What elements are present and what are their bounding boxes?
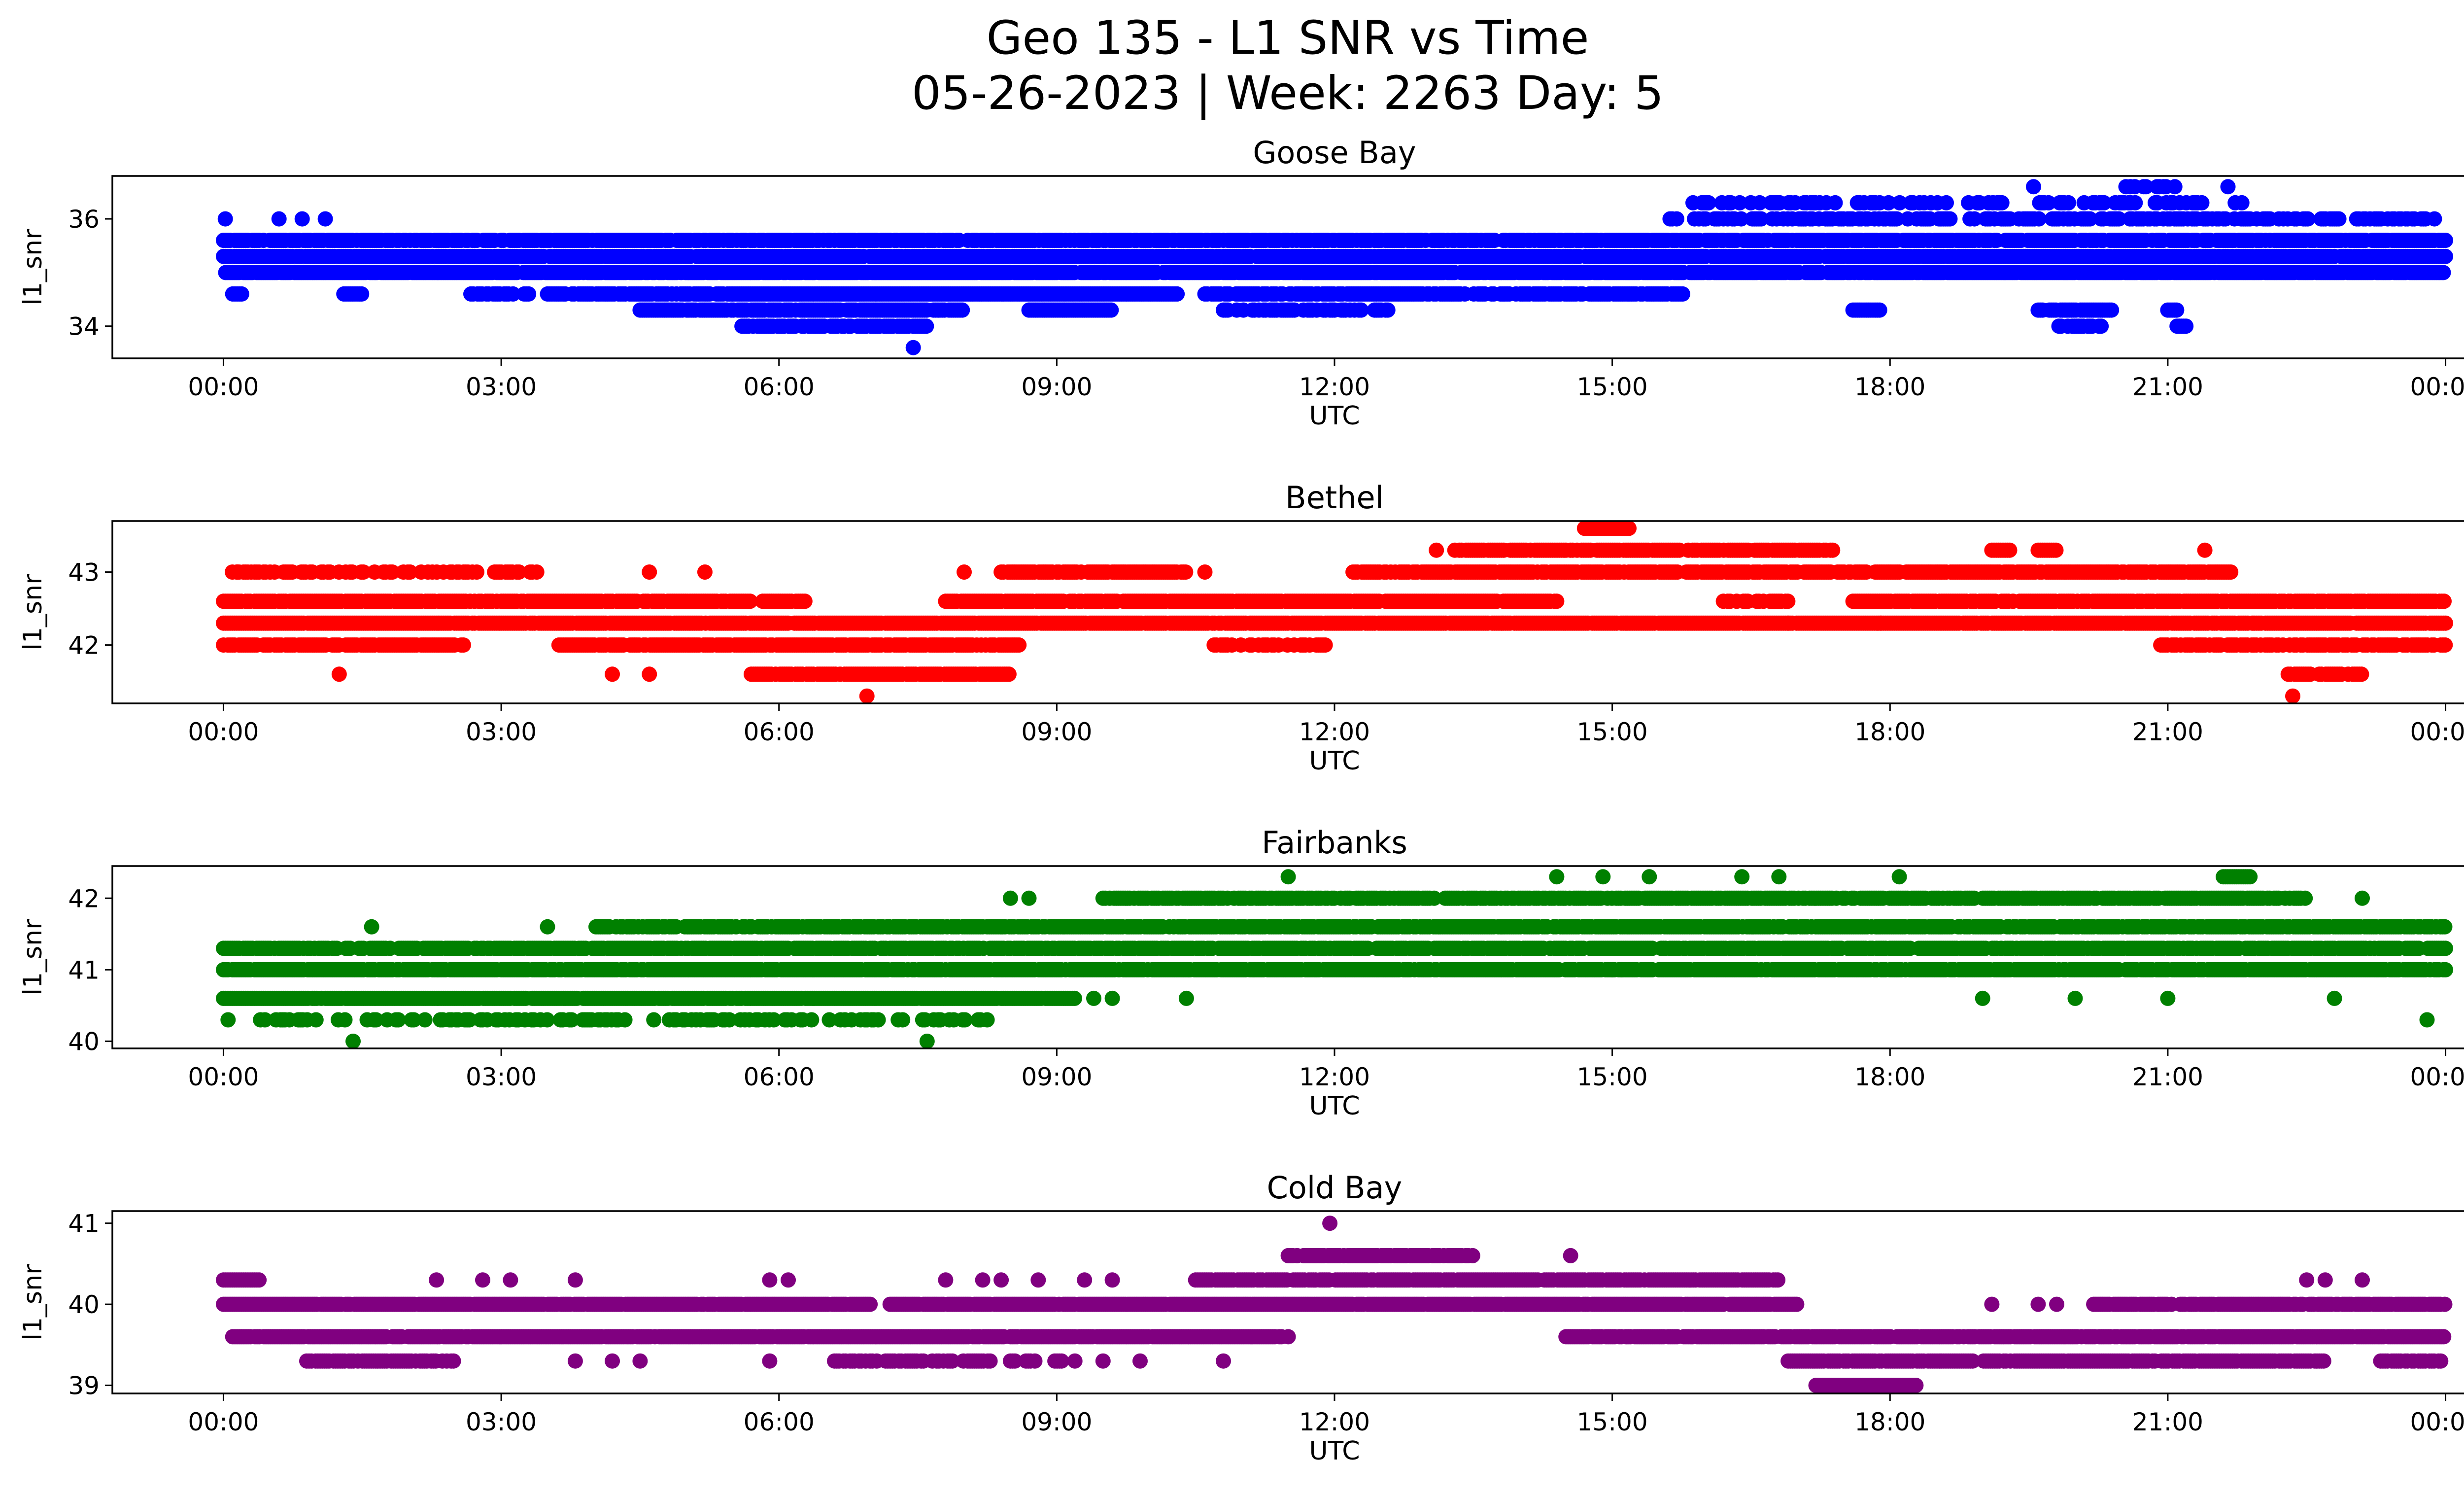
data-point: [2234, 195, 2250, 210]
data-point: [1752, 195, 1768, 210]
data-point: [2169, 302, 2185, 318]
figure-title-line-2: 05-26-2023 | Week: 2263 Day: 5: [911, 67, 1664, 120]
y-tick-label: 34: [68, 313, 100, 341]
data-point: [1942, 211, 1958, 227]
x-axis-label: UTC: [1309, 401, 1360, 431]
data-point: [2104, 302, 2120, 318]
data-point: [1733, 211, 1749, 227]
x-tick-label: 06:00: [744, 373, 815, 401]
data-point: [905, 340, 921, 355]
data-point: [1732, 195, 1747, 210]
data-point: [354, 286, 370, 302]
data-point: [1753, 211, 1769, 227]
x-tick-label: 21:00: [2132, 373, 2203, 401]
data-point: [2138, 179, 2154, 195]
data-point: [1780, 593, 1796, 609]
data-point: [217, 211, 233, 227]
data-point: [271, 211, 287, 227]
data-point: [294, 211, 310, 227]
subplot-0: Goose Bay 00:00 03:00 06:00 09:00 12:00 15:00 1…: [18, 135, 2464, 431]
data-point: [317, 211, 333, 227]
data-point: [2300, 211, 2316, 227]
data-point: [2435, 265, 2451, 280]
subplot-title: Bethel: [1285, 480, 1384, 516]
data-point: [2436, 593, 2452, 609]
data-points: [216, 521, 2453, 703]
data-point: [1169, 286, 1185, 302]
data-point: [1872, 302, 1887, 318]
data-point: [2194, 195, 2210, 210]
data-point: [742, 593, 758, 609]
data-point: [1669, 211, 1684, 227]
data-point: [2096, 195, 2112, 210]
data-point: [1892, 195, 1908, 210]
data-point: [1889, 211, 1905, 227]
data-points: [216, 179, 2453, 355]
data-point: [1549, 593, 1565, 609]
data-point: [2331, 211, 2347, 227]
data-point: [955, 302, 970, 318]
x-tick-label: 12:00: [1299, 373, 1370, 401]
x-tick-label: 09:00: [1021, 373, 1092, 401]
data-point: [2061, 195, 2076, 210]
data-point: [1701, 195, 1716, 210]
data-point: [2082, 211, 2098, 227]
subplot-title: Goose Bay: [1253, 135, 1416, 171]
data-point: [1103, 302, 1119, 318]
data-point: [234, 286, 249, 302]
y-axis-label: l1_snr: [18, 229, 48, 306]
data-point: [1380, 302, 1396, 318]
data-point: [1881, 195, 1896, 210]
figure-title-line-1: Geo 135 - L1 SNR vs Time: [986, 11, 1589, 65]
x-tick-label: 00:00: [2410, 373, 2464, 401]
data-point: [2041, 195, 2056, 210]
x-tick-label: 00:00: [188, 373, 259, 401]
data-point: [521, 286, 537, 302]
data-point: [919, 318, 934, 334]
x-tick-label: 03:00: [466, 373, 537, 401]
data-point: [2031, 211, 2047, 227]
x-tick-label: 15:00: [1577, 373, 1648, 401]
data-point: [2438, 248, 2453, 264]
data-point: [1939, 195, 1954, 210]
data-point: [2026, 179, 2041, 195]
data-point: [2427, 211, 2442, 227]
data-point: [797, 593, 813, 609]
data-point: [2167, 179, 2183, 195]
data-point: [2111, 211, 2127, 227]
data-point: [2093, 318, 2109, 334]
data-point: [505, 286, 521, 302]
data-point: [1353, 302, 1369, 318]
data-point: [2438, 233, 2453, 248]
data-point: [2178, 318, 2194, 334]
data-point: [2220, 179, 2236, 195]
data-point: [1675, 286, 1690, 302]
data-point: [1827, 195, 1843, 210]
data-point: [2127, 195, 2143, 210]
y-tick-label: 36: [68, 205, 100, 234]
x-tick-label: 18:00: [1854, 373, 1925, 401]
data-point: [1967, 211, 1983, 227]
data-point: [1994, 195, 2010, 210]
